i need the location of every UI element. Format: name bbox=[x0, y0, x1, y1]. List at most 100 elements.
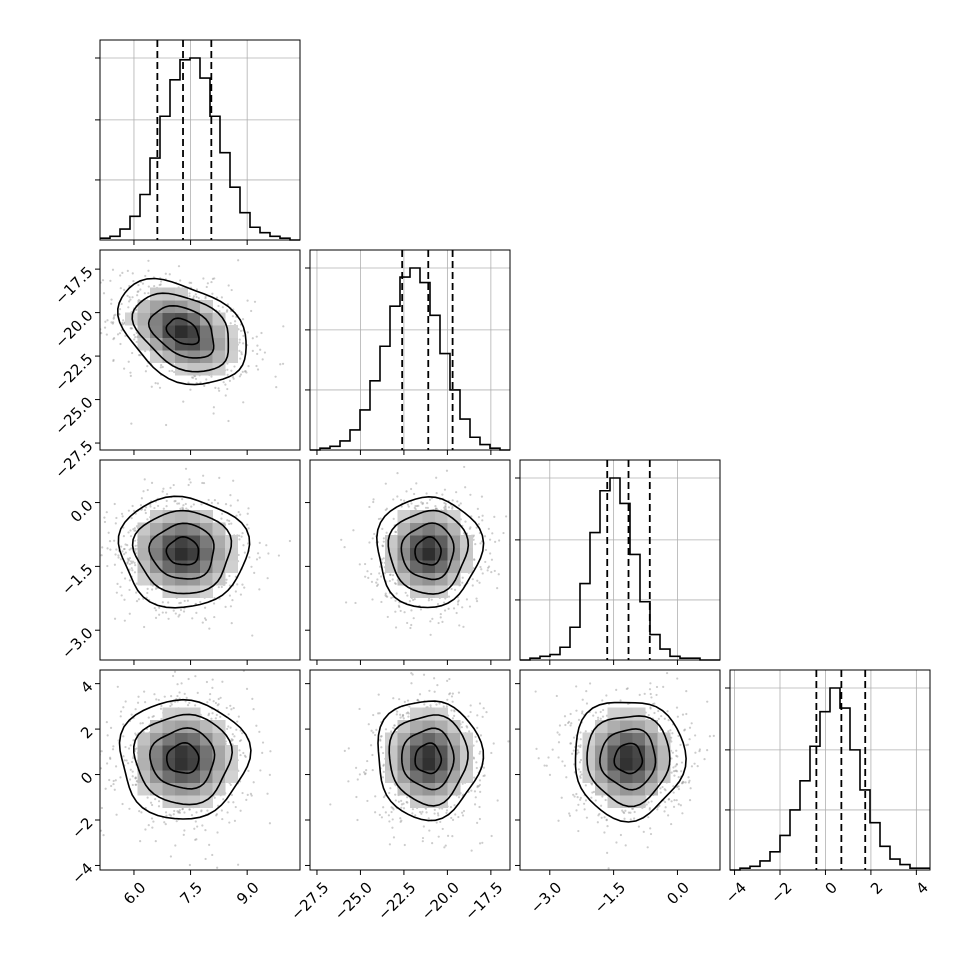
density-cell bbox=[212, 337, 226, 351]
scatter-point bbox=[239, 809, 242, 812]
scatter-point bbox=[129, 744, 132, 747]
scatter-point bbox=[128, 296, 131, 299]
scatter-point bbox=[101, 546, 104, 549]
scatter-point bbox=[237, 863, 240, 866]
density-cell bbox=[397, 732, 411, 746]
scatter-point bbox=[163, 695, 166, 698]
scatter-point bbox=[144, 370, 148, 373]
scatter-point bbox=[288, 539, 291, 543]
scatter-point bbox=[227, 713, 230, 716]
scatter-point bbox=[352, 529, 355, 532]
scatter-point bbox=[208, 698, 211, 701]
histogram-panel-0 bbox=[95, 40, 300, 245]
scatter-point bbox=[168, 273, 171, 276]
scatter-point bbox=[135, 600, 139, 603]
scatter-point bbox=[134, 777, 137, 780]
density-cell bbox=[212, 782, 226, 796]
scatter-point bbox=[199, 381, 202, 384]
scatter-point bbox=[127, 747, 131, 750]
scatter-point bbox=[413, 506, 416, 509]
scatter-point bbox=[115, 548, 118, 551]
scatter-point bbox=[100, 554, 103, 557]
scatter-point bbox=[246, 299, 249, 302]
scatter-point bbox=[436, 812, 440, 815]
scatter-point bbox=[382, 763, 385, 766]
scatter-point bbox=[181, 807, 184, 811]
scatter-point bbox=[153, 693, 156, 696]
scatter-point bbox=[129, 298, 132, 301]
scatter-point bbox=[245, 798, 248, 801]
scatter-point bbox=[158, 386, 162, 389]
scatter-point bbox=[176, 694, 179, 698]
scatter-point bbox=[419, 608, 423, 611]
scatter-point bbox=[131, 351, 134, 355]
scatter-point bbox=[123, 547, 126, 551]
scatter-point bbox=[382, 796, 386, 799]
scatter-point bbox=[140, 811, 143, 814]
scatter-point bbox=[443, 846, 446, 849]
scatter-point bbox=[154, 382, 157, 385]
scatter-point bbox=[444, 844, 447, 847]
scatter-point bbox=[146, 796, 149, 799]
scatter-point bbox=[456, 500, 459, 503]
density-cell bbox=[212, 522, 226, 536]
scatter-point bbox=[229, 605, 233, 608]
scatter-point bbox=[403, 843, 406, 847]
density-cell bbox=[447, 732, 461, 746]
scatter-point bbox=[615, 841, 618, 844]
scatter-point bbox=[410, 609, 413, 612]
density-cell bbox=[137, 572, 151, 586]
scatter-point bbox=[225, 706, 228, 710]
scatter-point bbox=[100, 829, 103, 832]
scatter-point bbox=[183, 811, 186, 814]
density-cell bbox=[200, 300, 213, 313]
density-cell bbox=[150, 300, 163, 313]
scatter-point bbox=[230, 708, 233, 711]
scatter-point bbox=[261, 741, 265, 744]
scatter-point bbox=[211, 712, 214, 715]
scatter-point bbox=[507, 740, 510, 743]
density-cell bbox=[410, 770, 423, 783]
scatter-point bbox=[256, 368, 260, 371]
scatter-point bbox=[246, 512, 249, 515]
scatter-point bbox=[458, 624, 461, 627]
scatter-point bbox=[234, 805, 237, 809]
scatter-point bbox=[381, 751, 385, 755]
contour-0-1-3 bbox=[116, 277, 247, 386]
scatter-point bbox=[235, 514, 238, 517]
density-cell bbox=[175, 547, 188, 561]
density-cell bbox=[410, 560, 423, 573]
density-cell bbox=[435, 732, 448, 746]
scatter-point bbox=[188, 295, 191, 298]
scatter-point bbox=[473, 776, 476, 779]
scatter-point bbox=[144, 506, 148, 509]
scatter-point bbox=[217, 703, 220, 706]
scatter-point bbox=[175, 820, 178, 823]
scatter-point bbox=[240, 535, 243, 538]
scatter-point bbox=[113, 617, 117, 620]
scatter-point bbox=[381, 527, 384, 530]
scatter-point bbox=[420, 501, 423, 504]
scatter-point bbox=[405, 490, 408, 493]
scatter-point bbox=[399, 609, 402, 613]
density-cell bbox=[435, 560, 448, 573]
scatter-point bbox=[347, 747, 350, 750]
scatter-point bbox=[424, 807, 428, 810]
scatter-point bbox=[411, 808, 415, 811]
scatter-point bbox=[445, 811, 448, 814]
histogram-3-frame bbox=[729, 669, 931, 871]
scatter-point bbox=[129, 535, 133, 538]
scatter-point bbox=[482, 707, 485, 710]
scatter-point bbox=[159, 366, 162, 369]
scatter-point bbox=[204, 295, 207, 298]
scatter-point bbox=[119, 287, 122, 290]
scatter-point bbox=[134, 544, 137, 547]
scatter-point bbox=[242, 334, 245, 337]
density-cell bbox=[422, 732, 436, 746]
scatter-point bbox=[120, 302, 123, 306]
scatter-point bbox=[171, 674, 175, 678]
scatter-point bbox=[380, 816, 384, 819]
scatter-point bbox=[421, 502, 425, 505]
scatter-point bbox=[135, 525, 139, 528]
scatter-point bbox=[251, 634, 254, 637]
